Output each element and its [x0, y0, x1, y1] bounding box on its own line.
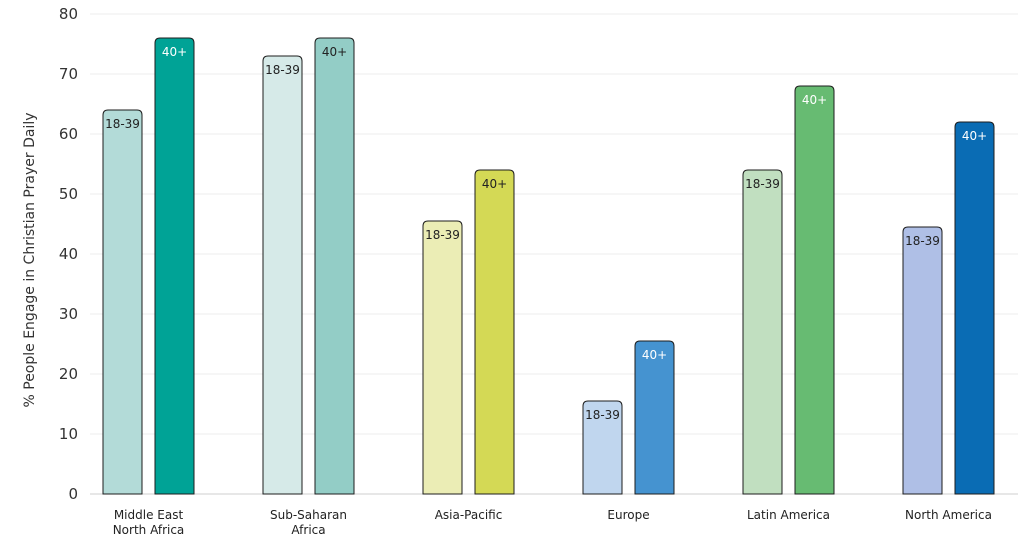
bar-40plus-2 — [474, 169, 515, 495]
bar-40plus-0 — [154, 37, 195, 495]
bar-18-39-1 — [262, 55, 303, 495]
gridlines — [90, 13, 1018, 495]
x-category-label: Europe — [607, 508, 649, 522]
bar-series-label: 40+ — [802, 93, 827, 107]
y-tick-label: 40 — [59, 245, 78, 263]
bar-18-39-3 — [582, 400, 623, 495]
x-category-label: North America — [905, 508, 992, 522]
y-tick-label: 0 — [68, 485, 78, 503]
bar-18-39-2 — [422, 220, 463, 495]
y-tick-label: 20 — [59, 365, 78, 383]
bar-40plus-5 — [954, 121, 995, 495]
y-tick-label: 60 — [59, 125, 78, 143]
y-tick-label: 80 — [59, 5, 78, 23]
bar-series-label: 40+ — [642, 348, 667, 362]
y-tick-label: 30 — [59, 305, 78, 323]
y-tick-labels: 0 10 20 30 40 50 60 70 80 — [59, 5, 78, 503]
y-tick-label: 70 — [59, 65, 78, 83]
bar-series-label: 18-39 — [905, 234, 940, 248]
x-category-label: North Africa — [113, 523, 185, 537]
bar-18-39-4 — [742, 169, 783, 495]
y-tick-label: 10 — [59, 425, 78, 443]
bar-series-label: 18-39 — [265, 63, 300, 77]
bars: 18-39 40+ 18-39 40+ 18-39 40+ 18-39 40+ 18-39 40+… — [102, 37, 995, 495]
bar-40plus-4 — [794, 85, 835, 495]
bar-18-39-0 — [102, 109, 143, 495]
y-tick-label: 50 — [59, 185, 78, 203]
bar-series-label: 18-39 — [425, 228, 460, 242]
bar-series-label: 40+ — [962, 129, 987, 143]
x-category-label: Asia-Pacific — [435, 508, 503, 522]
x-category-label: Africa — [291, 523, 325, 537]
x-category-label: Middle East — [114, 508, 184, 522]
bar-series-label: 40+ — [482, 177, 507, 191]
bar-series-label: 18-39 — [585, 408, 620, 422]
bar-series-label: 18-39 — [105, 117, 140, 131]
bar-18-39-5 — [902, 226, 943, 495]
bar-40plus-3 — [634, 340, 675, 495]
bar-series-label: 40+ — [162, 45, 187, 59]
bar-series-label: 18-39 — [745, 177, 780, 191]
bar-40plus-1 — [314, 37, 355, 495]
x-category-label: Latin America — [747, 508, 830, 522]
y-axis-label: % People Engage in Christian Prayer Dail… — [22, 113, 38, 408]
bar-series-label: 40+ — [322, 45, 347, 59]
x-category-label: Sub-Saharan — [270, 508, 347, 522]
